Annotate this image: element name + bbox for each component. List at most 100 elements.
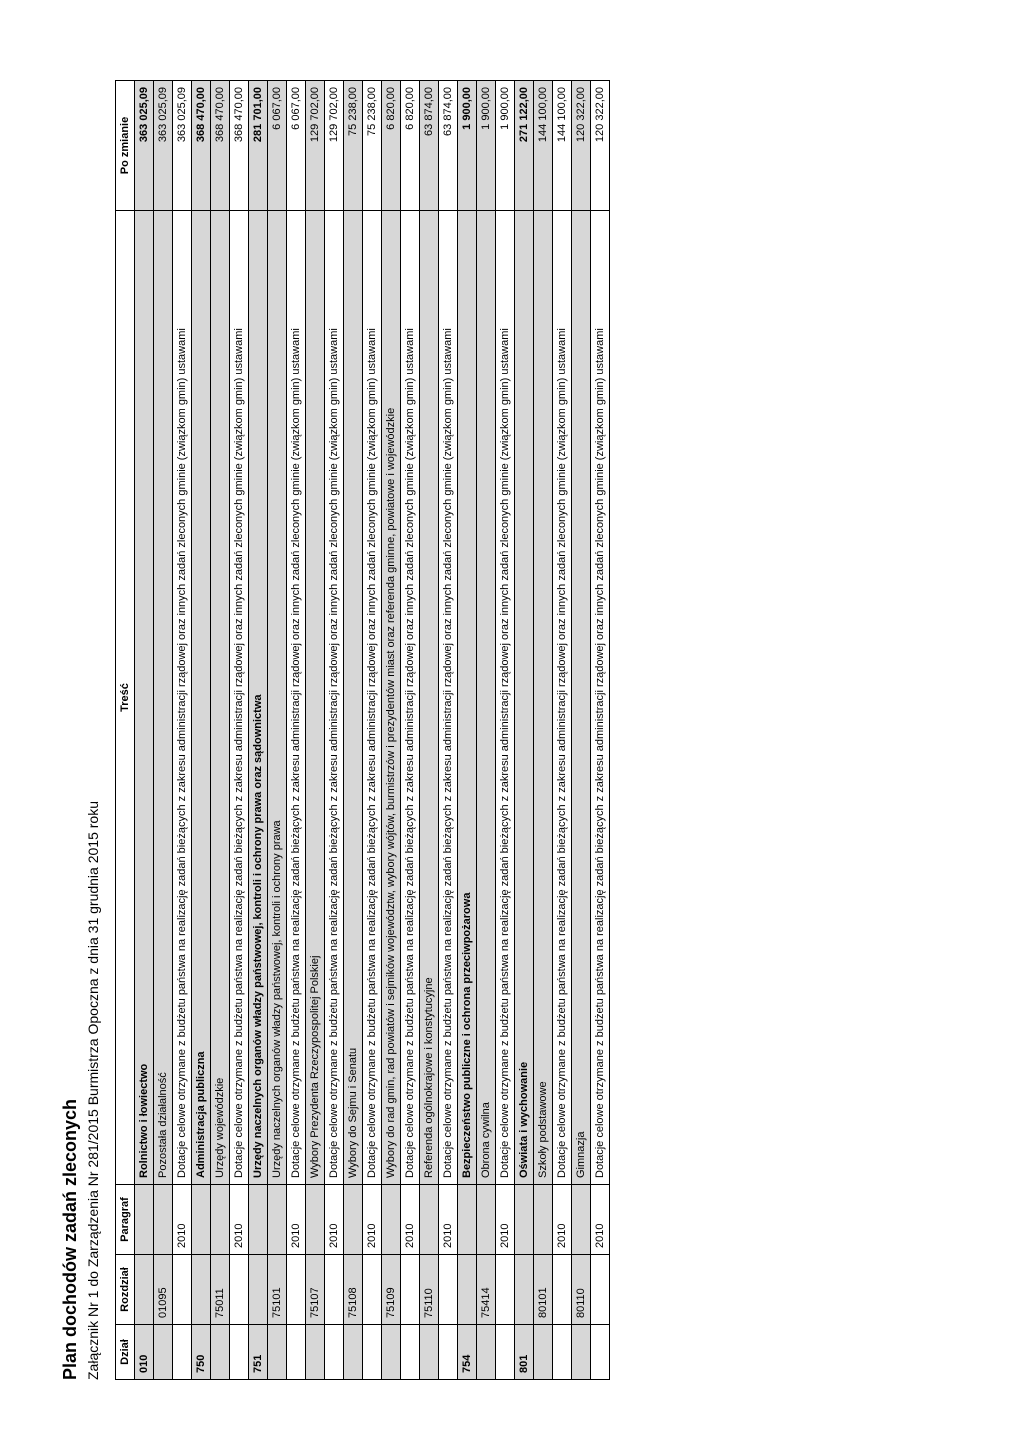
cell-tresc: Rolnictwo i łowiectwo bbox=[135, 211, 154, 1185]
cell-rozdzial bbox=[230, 1255, 249, 1325]
table-row: 75414Obrona cywilna1 900,00 bbox=[477, 81, 496, 1380]
cell-paragraf bbox=[572, 1185, 591, 1255]
cell-tresc: Dotacje celowe otrzymane z budżetu państ… bbox=[553, 211, 572, 1185]
table-row: 01095Pozostała działalność363 025,09 bbox=[154, 81, 173, 1380]
cell-tresc: Dotacje celowe otrzymane z budżetu państ… bbox=[363, 211, 382, 1185]
cell-paragraf: 2010 bbox=[591, 1185, 610, 1255]
cell-rozdzial: 75414 bbox=[477, 1255, 496, 1325]
cell-rozdzial: 80101 bbox=[534, 1255, 553, 1325]
cell-po: 271 122,00 bbox=[515, 81, 534, 211]
cell-paragraf: 2010 bbox=[439, 1185, 458, 1255]
cell-rozdzial bbox=[325, 1255, 344, 1325]
cell-dzial bbox=[325, 1325, 344, 1380]
cell-dzial: 801 bbox=[515, 1325, 534, 1380]
cell-tresc: Dotacje celowe otrzymane z budżetu państ… bbox=[401, 211, 420, 1185]
cell-po: 368 470,00 bbox=[192, 81, 211, 211]
cell-tresc: Dotacje celowe otrzymane z budżetu państ… bbox=[496, 211, 515, 1185]
budget-table: Dział Rozdział Paragraf Treść Po zmianie… bbox=[115, 80, 610, 1380]
table-row: 75109Wybory do rad gmin, rad powiatów i … bbox=[382, 81, 401, 1380]
cell-tresc: Administracja publiczna bbox=[192, 211, 211, 1185]
cell-paragraf: 2010 bbox=[230, 1185, 249, 1255]
cell-rozdzial: 75109 bbox=[382, 1255, 401, 1325]
table-row: 2010Dotacje celowe otrzymane z budżetu p… bbox=[173, 81, 192, 1380]
cell-po: 363 025,09 bbox=[135, 81, 154, 211]
cell-po: 75 238,00 bbox=[363, 81, 382, 211]
cell-rozdzial: 80110 bbox=[572, 1255, 591, 1325]
cell-paragraf: 2010 bbox=[553, 1185, 572, 1255]
table-row: 75108 Wybory do Sejmu i Senatu75 238,00 bbox=[344, 81, 363, 1380]
col-tresc: Treść bbox=[116, 211, 135, 1185]
cell-po: 129 702,00 bbox=[325, 81, 344, 211]
table-row: 2010Dotacje celowe otrzymane z budżetu p… bbox=[287, 81, 306, 1380]
cell-paragraf: 2010 bbox=[363, 1185, 382, 1255]
table-row: 010 Rolnictwo i łowiectwo363 025,09 bbox=[135, 81, 154, 1380]
cell-dzial bbox=[173, 1325, 192, 1380]
cell-po: 363 025,09 bbox=[173, 81, 192, 211]
cell-dzial bbox=[553, 1325, 572, 1380]
col-dzial: Dział bbox=[116, 1325, 135, 1380]
cell-paragraf bbox=[458, 1185, 477, 1255]
cell-dzial bbox=[268, 1325, 287, 1380]
cell-paragraf bbox=[534, 1185, 553, 1255]
cell-po: 75 238,00 bbox=[344, 81, 363, 211]
cell-rozdzial bbox=[458, 1255, 477, 1325]
table-row: 2010Dotacje celowe otrzymane z budżetu p… bbox=[363, 81, 382, 1380]
page-subtitle: Załącznik Nr 1 do Zarządzenia Nr 281/201… bbox=[85, 80, 101, 1380]
cell-dzial bbox=[496, 1325, 515, 1380]
cell-dzial bbox=[439, 1325, 458, 1380]
cell-tresc: Wybory Prezydenta Rzeczypospolitej Polsk… bbox=[306, 211, 325, 1185]
cell-tresc: Dotacje celowe otrzymane z budżetu państ… bbox=[230, 211, 249, 1185]
cell-paragraf bbox=[135, 1185, 154, 1255]
cell-po: 6 820,00 bbox=[382, 81, 401, 211]
cell-po: 120 322,00 bbox=[591, 81, 610, 211]
col-rozdzial: Rozdział bbox=[116, 1255, 135, 1325]
cell-paragraf bbox=[420, 1185, 439, 1255]
cell-tresc: Pozostała działalność bbox=[154, 211, 173, 1185]
table-row: 2010Dotacje celowe otrzymane z budżetu p… bbox=[230, 81, 249, 1380]
cell-dzial: 750 bbox=[192, 1325, 211, 1380]
cell-dzial: 010 bbox=[135, 1325, 154, 1380]
cell-paragraf: 2010 bbox=[325, 1185, 344, 1255]
cell-tresc: Urzędy naczelnych organów władzy państwo… bbox=[249, 211, 268, 1185]
table-row: 75011Urzędy wojewódzkie368 470,00 bbox=[211, 81, 230, 1380]
cell-tresc: Oświata i wychowanie bbox=[515, 211, 534, 1185]
cell-rozdzial bbox=[553, 1255, 572, 1325]
cell-rozdzial: 75108 bbox=[344, 1255, 363, 1325]
cell-rozdzial: 75107 bbox=[306, 1255, 325, 1325]
cell-rozdzial bbox=[401, 1255, 420, 1325]
cell-rozdzial bbox=[173, 1255, 192, 1325]
cell-po: 63 874,00 bbox=[420, 81, 439, 211]
cell-paragraf bbox=[477, 1185, 496, 1255]
cell-paragraf bbox=[268, 1185, 287, 1255]
cell-paragraf bbox=[515, 1185, 534, 1255]
cell-tresc: Dotacje celowe otrzymane z budżetu państ… bbox=[287, 211, 306, 1185]
table-row: 75107 Wybory Prezydenta Rzeczypospolitej … bbox=[306, 81, 325, 1380]
table-row: 75101Urzędy naczelnych organów władzy pa… bbox=[268, 81, 287, 1380]
cell-tresc: Szkoły podstawowe bbox=[534, 211, 553, 1185]
cell-rozdzial bbox=[363, 1255, 382, 1325]
cell-dzial bbox=[363, 1325, 382, 1380]
cell-dzial bbox=[591, 1325, 610, 1380]
table-row: 80110Gimnazja120 322,00 bbox=[572, 81, 591, 1380]
cell-po: 1 900,00 bbox=[458, 81, 477, 211]
table-row: 2010Dotacje celowe otrzymane z budżetu p… bbox=[591, 81, 610, 1380]
cell-dzial bbox=[382, 1325, 401, 1380]
table-row: 80101Szkoły podstawowe144 100,00 bbox=[534, 81, 553, 1380]
cell-rozdzial bbox=[135, 1255, 154, 1325]
cell-tresc: Referenda ogólnokrajowe i konstytucyjne bbox=[420, 211, 439, 1185]
table-row: 2010Dotacje celowe otrzymane z budżetu p… bbox=[401, 81, 420, 1380]
cell-rozdzial: 01095 bbox=[154, 1255, 173, 1325]
cell-po: 1 900,00 bbox=[496, 81, 515, 211]
cell-po: 144 100,00 bbox=[553, 81, 572, 211]
cell-rozdzial bbox=[515, 1255, 534, 1325]
cell-paragraf: 2010 bbox=[287, 1185, 306, 1255]
cell-paragraf bbox=[382, 1185, 401, 1255]
cell-rozdzial: 75101 bbox=[268, 1255, 287, 1325]
cell-tresc: Urzędy wojewódzkie bbox=[211, 211, 230, 1185]
cell-tresc: Wybory do Sejmu i Senatu bbox=[344, 211, 363, 1185]
cell-po: 368 470,00 bbox=[230, 81, 249, 211]
cell-dzial bbox=[154, 1325, 173, 1380]
page-content: Plan dochodów zadań zleconych Załącznik … bbox=[60, 80, 610, 1380]
cell-tresc: Bezpieczeństwo publiczne i ochrona przec… bbox=[458, 211, 477, 1185]
table-row: 2010Dotacje celowe otrzymane z budżetu p… bbox=[496, 81, 515, 1380]
